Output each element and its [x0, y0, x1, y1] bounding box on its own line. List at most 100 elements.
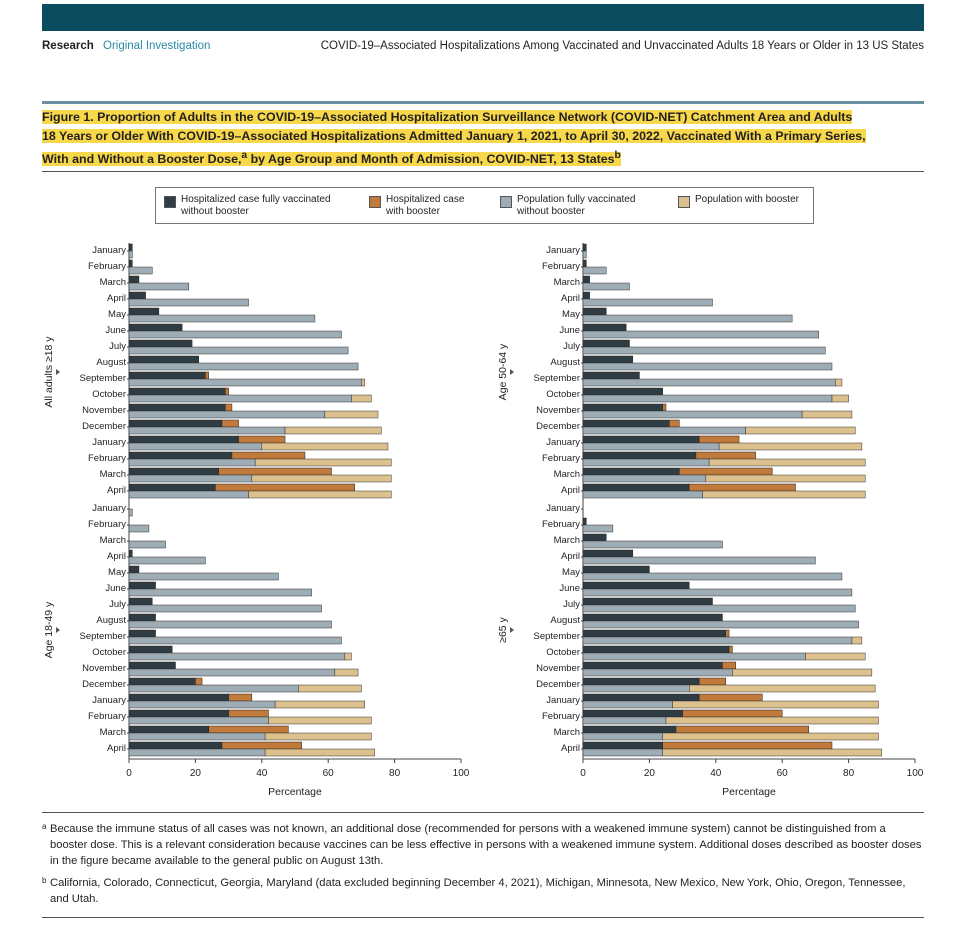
- bar-case-no-booster: [128, 677, 196, 686]
- month-tick-label: January: [92, 245, 126, 256]
- bar-case-no-booster: [128, 549, 133, 558]
- bar-case-no-booster: [128, 629, 156, 638]
- bar-pop-no-booster: [582, 588, 853, 597]
- bar-pop-no-booster: [128, 540, 166, 549]
- subsection-label[interactable]: Original Investigation: [103, 40, 211, 52]
- footnote-ref-b[interactable]: b: [614, 150, 621, 161]
- bar-pop-no-booster: [582, 668, 733, 677]
- bar-pop-no-booster: [128, 330, 342, 339]
- bar-case-booster: [228, 693, 253, 702]
- bar-pop-no-booster: [128, 524, 150, 533]
- bar-case-no-booster: [128, 323, 183, 332]
- month-tick-label: October: [92, 389, 126, 400]
- bar-pop-no-booster: [582, 394, 833, 403]
- bar-pop-booster: [264, 732, 372, 741]
- bar-pop-booster: [344, 652, 352, 661]
- bar-case-no-booster: [128, 693, 229, 702]
- bar-case-no-booster: [128, 435, 239, 444]
- bar-pop-booster: [251, 474, 392, 483]
- month-tick-label: May: [108, 309, 126, 320]
- bar-case-no-booster: [128, 661, 176, 670]
- x-tick-label: 40: [710, 768, 722, 779]
- month-tick-label: February: [542, 711, 580, 722]
- bar-pop-no-booster: [582, 410, 803, 419]
- panel-group-label: All adults ≥18 y: [43, 336, 55, 408]
- bar-pop-no-booster: [128, 588, 312, 597]
- journal-banner: [42, 4, 924, 31]
- figure-title-line1: Figure 1. Proportion of Adults in the CO…: [42, 110, 853, 124]
- bar-pop-no-booster: [582, 474, 707, 483]
- month-tick-label: March: [554, 469, 580, 480]
- month-tick-label: April: [107, 293, 126, 304]
- bar-pop-booster: [351, 394, 372, 403]
- bar-pop-no-booster: [582, 426, 746, 435]
- bar-pop-booster: [672, 700, 879, 709]
- bar-pop-no-booster: [128, 378, 362, 387]
- bar-case-booster: [679, 467, 773, 476]
- x-tick-label: 40: [256, 768, 268, 779]
- bar-pop-no-booster: [128, 636, 342, 645]
- bar-pop-no-booster: [582, 636, 853, 645]
- bar-pop-no-booster: [582, 684, 690, 693]
- bar-pop-no-booster: [128, 442, 263, 451]
- bar-case-booster: [218, 467, 332, 476]
- month-tick-label: May: [562, 567, 580, 578]
- month-tick-label: December: [536, 679, 580, 690]
- bar-case-booster: [221, 741, 302, 750]
- bar-case-no-booster: [582, 355, 634, 364]
- bar-case-no-booster: [582, 533, 607, 542]
- bar-pop-no-booster: [582, 330, 819, 339]
- bar-pop-booster: [665, 716, 879, 725]
- group-pointer-icon: [56, 369, 60, 375]
- footnote-a: a Because the immune status of all cases …: [42, 822, 922, 867]
- bar-case-no-booster: [128, 387, 226, 396]
- bar-case-booster: [195, 677, 203, 686]
- month-tick-label: March: [100, 277, 126, 288]
- bar-pop-booster: [334, 668, 359, 677]
- bar-pop-booster: [248, 490, 392, 499]
- footnote-ref-a[interactable]: a: [241, 150, 248, 161]
- month-tick-label: November: [536, 663, 580, 674]
- legend-label: Population fully vaccinated without boost…: [517, 194, 636, 217]
- month-tick-label: January: [92, 437, 126, 448]
- bar-pop-no-booster: [582, 282, 630, 291]
- x-tick-label: 0: [580, 768, 586, 779]
- x-axis-label: Percentage: [722, 786, 776, 798]
- month-tick-label: March: [554, 277, 580, 288]
- bar-case-no-booster: [128, 645, 173, 654]
- bar-case-booster: [225, 387, 229, 396]
- bar-pop-no-booster: [582, 732, 663, 741]
- month-tick-label: July: [109, 341, 126, 352]
- bar-pop-no-booster: [128, 508, 133, 517]
- bar-pop-booster: [745, 426, 856, 435]
- bar-case-no-booster: [128, 291, 146, 300]
- bar-pop-booster: [702, 490, 866, 499]
- month-tick-label: September: [80, 373, 126, 384]
- month-tick-label: March: [554, 535, 580, 546]
- bar-pop-no-booster: [582, 556, 816, 565]
- bar-case-booster: [682, 709, 783, 718]
- chart-panel-1: Age 50-64 y January February March April May J…: [497, 243, 866, 501]
- bar-pop-no-booster: [582, 572, 843, 581]
- bar-case-no-booster: [582, 435, 700, 444]
- bar-case-no-booster: [582, 693, 700, 702]
- bar-case-booster: [215, 483, 356, 492]
- bar-pop-booster: [851, 636, 863, 645]
- bar-pop-no-booster: [128, 362, 359, 371]
- legend-label: Hospitalized case with booster: [386, 194, 465, 217]
- bar-case-no-booster: [582, 259, 587, 268]
- bar-case-no-booster: [128, 419, 223, 428]
- bar-pop-booster: [254, 458, 392, 467]
- x-tick-label: 20: [644, 768, 656, 779]
- month-tick-label: August: [550, 357, 580, 368]
- bar-pop-no-booster: [582, 362, 833, 371]
- x-tick-label: 100: [907, 768, 924, 779]
- bar-pop-no-booster: [582, 266, 607, 275]
- chart-panel-2: Age 18-49 y January February March April May J…: [43, 501, 375, 759]
- bar-pop-no-booster: [582, 604, 856, 613]
- bar-case-booster: [728, 645, 733, 654]
- bar-case-no-booster: [582, 661, 723, 670]
- bar-case-no-booster: [582, 291, 590, 300]
- bar-pop-no-booster: [582, 540, 723, 549]
- month-tick-label: September: [534, 373, 580, 384]
